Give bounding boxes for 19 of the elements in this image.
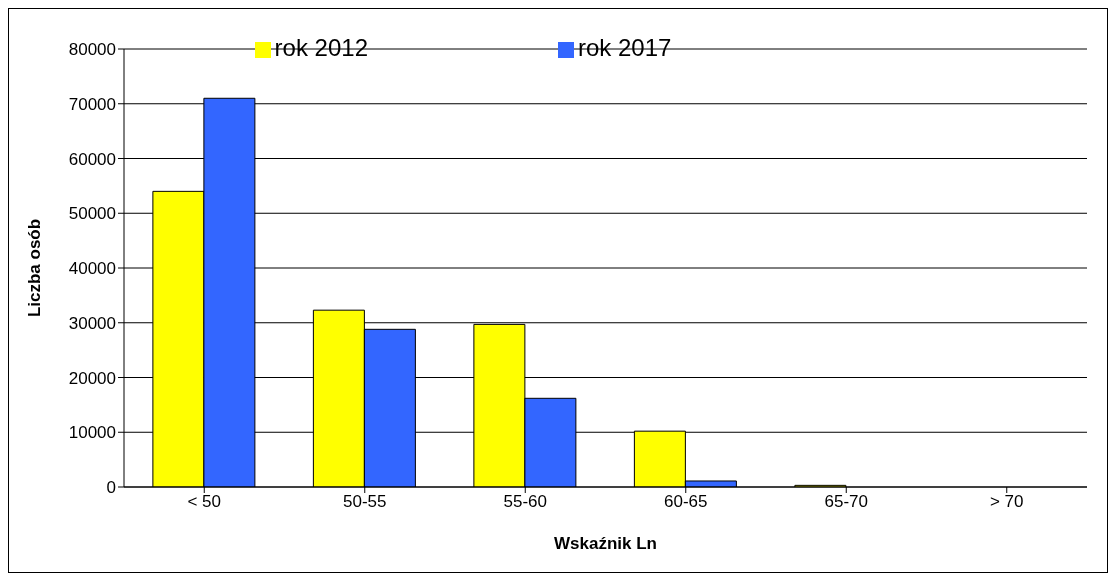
x-tick-label: 60-65: [664, 492, 708, 512]
x-tick-label: 50-55: [343, 492, 387, 512]
x-tick-label: < 50: [187, 492, 222, 512]
x-axis-title: Wskaźnik Ln: [554, 534, 657, 553]
y-axis-title: Liczba osób: [25, 218, 45, 318]
y-tick-label: 70000: [68, 94, 116, 114]
y-tick-label: 30000: [68, 313, 116, 333]
x-tick-label: 55-60: [503, 492, 547, 512]
y-tick-label: 80000: [68, 40, 116, 60]
x-tick-label: > 70: [989, 492, 1024, 512]
x-tick-label: 65-70: [824, 492, 868, 512]
y-tick-label: 40000: [68, 259, 116, 279]
y-tick-label: 20000: [68, 368, 116, 388]
y-tick-label: 0: [106, 478, 116, 498]
y-tick-label: 60000: [68, 149, 116, 169]
y-tick-label: 50000: [68, 204, 116, 224]
y-tick-label: 10000: [68, 423, 116, 443]
legend-label: rok 2017: [578, 34, 672, 61]
legend-label: rok 2012: [274, 34, 368, 61]
